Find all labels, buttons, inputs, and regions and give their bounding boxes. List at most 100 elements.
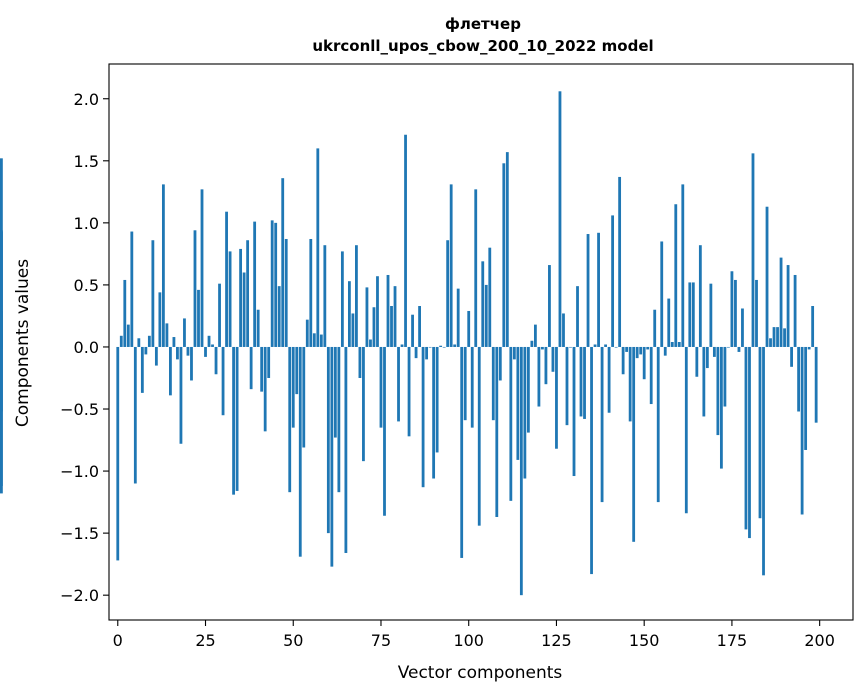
bar-65 (344, 346, 348, 553)
bar-159 (674, 204, 678, 347)
bar-106 (488, 247, 492, 347)
bar-85 (414, 346, 418, 359)
bar-45 (274, 222, 278, 347)
bar-116 (523, 346, 527, 479)
bar-41 (260, 346, 264, 392)
bar-73 (372, 307, 376, 347)
bar-50 (291, 346, 295, 428)
bar-188 (776, 327, 779, 347)
bar-103 (477, 346, 481, 526)
bar-124 (551, 346, 555, 372)
bar-98 (460, 346, 464, 558)
bar-149 (639, 346, 643, 355)
bar-102 (474, 189, 478, 347)
bar-67 (351, 313, 355, 347)
bar-176 (734, 279, 737, 347)
bar-75 (379, 346, 383, 428)
bar-108 (495, 346, 499, 517)
bar-57 (316, 148, 320, 347)
bar-134 (586, 234, 590, 347)
bar-178 (741, 308, 744, 347)
bar-139 (604, 344, 607, 347)
bar-12 (158, 292, 162, 347)
bar-146 (628, 346, 632, 422)
bar-9 (147, 335, 151, 347)
bar-192 (790, 346, 793, 367)
bar-120 (537, 346, 541, 407)
bar-142 (614, 346, 618, 348)
bar-131 (576, 286, 579, 347)
x-tick-label: 25 (195, 631, 215, 650)
x-tick-label: 200 (804, 631, 835, 650)
bar-11 (154, 346, 158, 366)
bar-92 (439, 345, 443, 347)
bar-47 (281, 178, 285, 347)
bar-5 (133, 346, 137, 484)
bar-90 (432, 346, 436, 479)
x-tick-label: 175 (717, 631, 748, 650)
bar-156 (663, 346, 667, 356)
bar-10 (151, 240, 155, 347)
bar-53 (302, 346, 306, 448)
bar-162 (684, 346, 688, 514)
bar-81 (400, 344, 404, 347)
y-tick-label: −1.0 (60, 462, 99, 481)
y-tick-label: −1.5 (60, 524, 99, 543)
bar-199 (814, 346, 818, 423)
bar-94 (446, 240, 450, 347)
bar-189 (779, 257, 783, 347)
bar-3 (126, 324, 130, 347)
bar-148 (635, 346, 639, 359)
bar-160 (677, 342, 681, 347)
bar-24 (200, 189, 204, 347)
bar-122 (544, 346, 548, 385)
y-axis-ticks: −2.0 −1.5 −1.0 −0.5 0.0 0.5 1.0 1.5 2.0 (60, 90, 109, 605)
bar-31 (225, 211, 228, 347)
bar-2 (123, 279, 127, 347)
bar-54 (305, 319, 309, 347)
bar-30 (221, 346, 225, 416)
bar-121 (541, 346, 544, 350)
bar-150 (642, 346, 646, 380)
bar-133 (583, 346, 586, 419)
bar-144 (621, 346, 625, 375)
bar-175 (730, 271, 734, 347)
bar-17 (176, 346, 179, 360)
plot-area-frame (108, 63, 854, 621)
bar-1 (119, 335, 123, 347)
bar-164 (691, 282, 695, 347)
bar-169 (709, 283, 713, 347)
bar-83 (407, 346, 411, 437)
bar-4 (130, 231, 134, 347)
bar-174 (727, 346, 730, 348)
bar-52 (298, 346, 302, 557)
y-tick-label: 0.5 (74, 276, 99, 295)
bar-154 (656, 346, 660, 503)
bar-180 (748, 346, 751, 539)
bar-38 (249, 346, 253, 390)
bar-27 (211, 344, 214, 347)
bar-141 (611, 215, 615, 347)
bar-100 (467, 310, 471, 347)
bar-78 (390, 306, 393, 347)
bar-111 (505, 152, 509, 347)
bar-182 (755, 279, 758, 347)
bar-128 (565, 346, 569, 426)
bar-152 (649, 346, 653, 405)
bar-80 (397, 346, 400, 422)
bar-22 (193, 230, 197, 347)
bar-40 (256, 309, 260, 347)
bar-171 (716, 346, 720, 436)
bar-166 (698, 245, 702, 347)
bar-185 (765, 206, 769, 347)
bar-93 (442, 346, 446, 348)
bar-36 (242, 272, 246, 347)
bar-72 (369, 339, 372, 347)
bar-125 (555, 346, 558, 449)
bar-68 (355, 245, 358, 347)
bar-135 (590, 346, 593, 575)
chart-title-line1: флетчер (445, 15, 521, 33)
bar-7 (140, 346, 144, 393)
bar-95 (449, 184, 453, 347)
bar-197 (807, 346, 811, 350)
